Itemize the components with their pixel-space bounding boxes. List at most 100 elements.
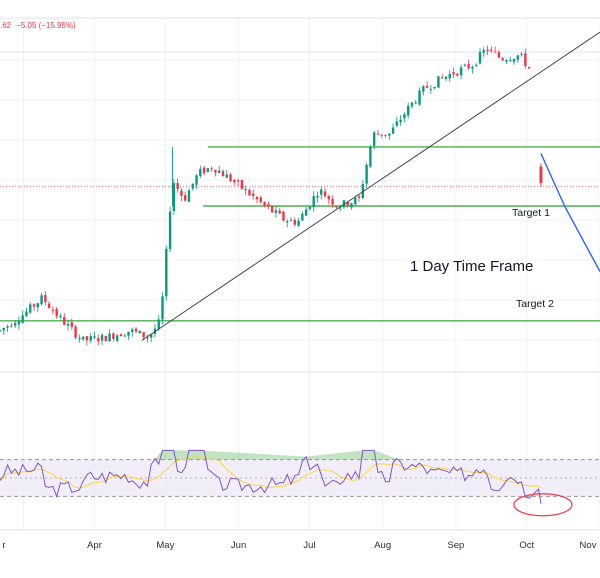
candle-body: [388, 133, 391, 136]
candle: [6, 324, 9, 332]
candle: [214, 169, 217, 177]
candle: [429, 85, 433, 94]
candle-body: [248, 189, 251, 196]
candle: [486, 45, 489, 55]
candle: [221, 169, 225, 177]
candle-body: [289, 219, 293, 221]
candle-body: [244, 189, 247, 191]
candle: [36, 302, 39, 313]
month-label: Jul: [303, 540, 316, 551]
candle-body: [13, 323, 17, 326]
candle: [433, 86, 436, 90]
candle-body: [278, 210, 281, 214]
candle-body: [425, 85, 429, 88]
candle: [369, 144, 372, 168]
candle: [350, 202, 353, 210]
candle-body: [516, 55, 519, 60]
candle-body: [459, 67, 463, 76]
candle: [267, 201, 270, 210]
candle: [0, 329, 2, 332]
candle-body: [29, 304, 32, 313]
candle-body: [338, 207, 342, 209]
candle-body: [119, 334, 123, 337]
candle-body: [361, 184, 365, 199]
candle-body: [218, 170, 221, 173]
candle: [425, 81, 429, 89]
candle: [25, 307, 28, 318]
candle-body: [157, 319, 160, 329]
candle-body: [104, 335, 108, 342]
candle-body: [199, 168, 202, 177]
month-label: Apr: [87, 540, 102, 551]
candle: [51, 306, 55, 315]
candle-body: [493, 51, 497, 53]
candle: [123, 333, 126, 337]
rsi-overbought-fill: [154, 450, 397, 460]
candle: [444, 76, 448, 82]
candle-body: [225, 174, 228, 178]
candle: [482, 47, 485, 57]
candle: [456, 73, 459, 78]
candle-body: [236, 180, 240, 182]
candle: [323, 188, 327, 197]
candle-body: [168, 211, 172, 250]
candle-body: [183, 195, 187, 201]
candle: [10, 322, 13, 328]
candle: [289, 217, 293, 221]
candle-body: [233, 180, 236, 183]
candle: [240, 179, 244, 190]
candle-body: [176, 183, 179, 189]
candle: [263, 201, 266, 208]
candle-body: [2, 327, 5, 331]
candle: [304, 206, 308, 216]
candle-body: [524, 53, 527, 67]
candle-body: [6, 326, 9, 328]
candle-body: [180, 190, 183, 196]
candle-body: [127, 331, 130, 336]
candle: [225, 170, 228, 178]
candle: [47, 301, 51, 309]
candle: [165, 245, 168, 301]
candle: [448, 70, 451, 83]
month-label: Nov: [579, 540, 597, 551]
candle-body: [10, 325, 13, 327]
candle: [81, 336, 85, 341]
candle: [512, 58, 516, 65]
candle-body: [452, 72, 455, 75]
candle-body: [342, 200, 346, 208]
candle: [172, 179, 176, 216]
candle-body: [482, 50, 485, 53]
candle-body: [134, 328, 138, 332]
candle: [55, 306, 58, 319]
candle: [293, 217, 297, 227]
candle: [97, 334, 100, 345]
candle: [21, 310, 24, 324]
candle-body: [202, 167, 206, 174]
candle-body: [418, 90, 421, 105]
candle: [13, 320, 17, 329]
candle-body: [55, 309, 58, 317]
candle-body: [206, 168, 210, 172]
candle-body: [490, 49, 493, 51]
candle: [297, 217, 300, 227]
rsi-moving-average: [0, 456, 542, 489]
candle: [331, 195, 334, 209]
candle: [127, 331, 130, 340]
candle: [308, 206, 312, 211]
candle-body: [391, 127, 395, 134]
candle-body: [161, 296, 164, 320]
candle: [149, 333, 153, 343]
candle: [89, 333, 92, 344]
candle: [282, 210, 285, 222]
candle-body: [36, 303, 39, 308]
candle-body: [505, 60, 508, 62]
candle-body: [210, 168, 213, 170]
candlestick-series: [0, 45, 543, 346]
price-change-readout: .62 −5.05 (−15.95%): [0, 21, 76, 30]
candle: [357, 194, 361, 202]
candle-body: [406, 105, 410, 116]
candle-body: [44, 294, 47, 303]
candle-body: [369, 146, 372, 167]
candle-body: [97, 338, 100, 342]
